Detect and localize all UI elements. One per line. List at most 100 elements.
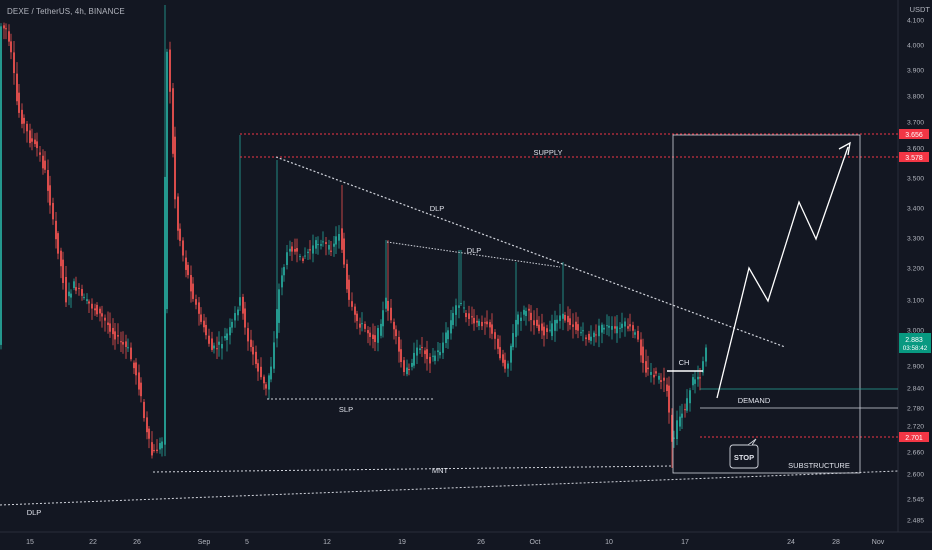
candle-body (520, 317, 522, 321)
y-axis[interactable]: 4.100 4.000 3.900 3.800 3.700 3.600 3.500 3.400… (907, 18, 924, 525)
candle-body (429, 356, 431, 364)
candle-body (39, 152, 41, 155)
y-tick-label: 3.800 (907, 94, 924, 101)
candle-body (671, 414, 673, 442)
candle-body (78, 287, 80, 289)
candle-body (499, 347, 501, 359)
candle-body (205, 324, 207, 336)
x-tick-label: 26 (133, 539, 141, 546)
candle-body (603, 327, 605, 330)
candle-body (549, 329, 551, 331)
candle-body (169, 49, 171, 92)
candle-body (593, 332, 595, 338)
y-tick-label: 3.400 (907, 206, 924, 213)
candle-body (655, 371, 657, 374)
candle-body (400, 349, 402, 362)
candle-body (86, 299, 88, 301)
candle-body (200, 314, 202, 322)
candle-body (42, 155, 44, 169)
candle-body (663, 377, 665, 381)
candle-body (439, 351, 441, 356)
candle-body (242, 296, 244, 314)
candle-body (554, 319, 556, 331)
candle-body (705, 347, 707, 362)
x-axis[interactable]: 15 22 26 Sep 5 12 19 26 Oct 10 17 24 28 Nov (26, 539, 885, 546)
x-tick-label: 19 (398, 539, 406, 546)
candle-body (198, 302, 200, 314)
stop-callout[interactable] (729, 444, 759, 469)
candle-body (543, 326, 545, 336)
candle-body (338, 233, 340, 241)
y-tick-label: 4.000 (907, 43, 924, 50)
x-tick-label: Oct (530, 539, 541, 546)
candle-body (68, 291, 70, 297)
candles-layer (0, 5, 707, 468)
y-tick-label: 2.840 (907, 386, 924, 393)
candle-body (346, 263, 348, 290)
candle-body (21, 109, 23, 124)
candle-body (231, 321, 233, 328)
candle-body (523, 309, 525, 315)
candle-body (502, 354, 504, 363)
candle-body (268, 375, 270, 390)
candle-body (34, 139, 36, 145)
candle-body (372, 334, 374, 340)
candle-body (55, 220, 57, 240)
candle-body (351, 301, 353, 307)
candle-body (692, 377, 694, 386)
symbol-title[interactable]: DEXE / TetherUS, 4h, BINANCE (7, 7, 125, 16)
candle-body (686, 398, 688, 411)
candle-body (564, 314, 566, 321)
candle-body (471, 316, 473, 318)
candle-body (411, 362, 413, 367)
y-tick-label: 3.500 (907, 176, 924, 183)
candle-body (393, 321, 395, 330)
candle-body (642, 346, 644, 363)
projection-box[interactable] (672, 134, 861, 474)
candle-body (286, 252, 288, 266)
candle-body (541, 323, 543, 331)
price-tag-2701-text: 2.701 (905, 435, 923, 442)
candle-body (390, 307, 392, 321)
candle-body (211, 338, 213, 350)
candle-body (65, 277, 67, 303)
candle-body (447, 330, 449, 340)
label-dlp-2: DLP (467, 246, 482, 255)
candle-body (177, 196, 179, 231)
stop-callout-pointer (747, 438, 757, 446)
candle-body (463, 307, 465, 309)
candle-body (109, 323, 111, 332)
candle-body (653, 374, 655, 378)
candle-body (309, 249, 311, 251)
candle-body (650, 371, 652, 375)
candle-body (504, 359, 506, 369)
candle-body (595, 334, 597, 336)
candle-body (361, 323, 363, 325)
candle-body (629, 324, 631, 327)
label-dlp-bottom: DLP (27, 508, 42, 517)
label-supply: SUPPLY (533, 148, 562, 157)
candle-body (185, 257, 187, 270)
candle-body (18, 92, 20, 113)
candle-body (419, 348, 421, 351)
candle-body (120, 341, 122, 343)
candle-body (398, 336, 400, 352)
candle-body (192, 283, 194, 299)
candle-body (512, 333, 514, 348)
candle-body (237, 309, 239, 316)
candle-body (29, 130, 31, 144)
candle-body (270, 366, 272, 380)
candle-body (166, 51, 168, 310)
candle-body (328, 245, 330, 250)
candle-body (382, 310, 384, 327)
candle-body (75, 287, 77, 291)
candle-body (413, 352, 415, 366)
x-tick-label: Nov (872, 539, 885, 546)
candle-body (424, 350, 426, 355)
label-substructure: SUBSTRUCTURE (788, 461, 850, 470)
candle-body (458, 305, 460, 308)
candle-body (606, 325, 608, 327)
candle-body (673, 437, 675, 439)
price-tag-current-text: 2.883 (905, 337, 923, 344)
